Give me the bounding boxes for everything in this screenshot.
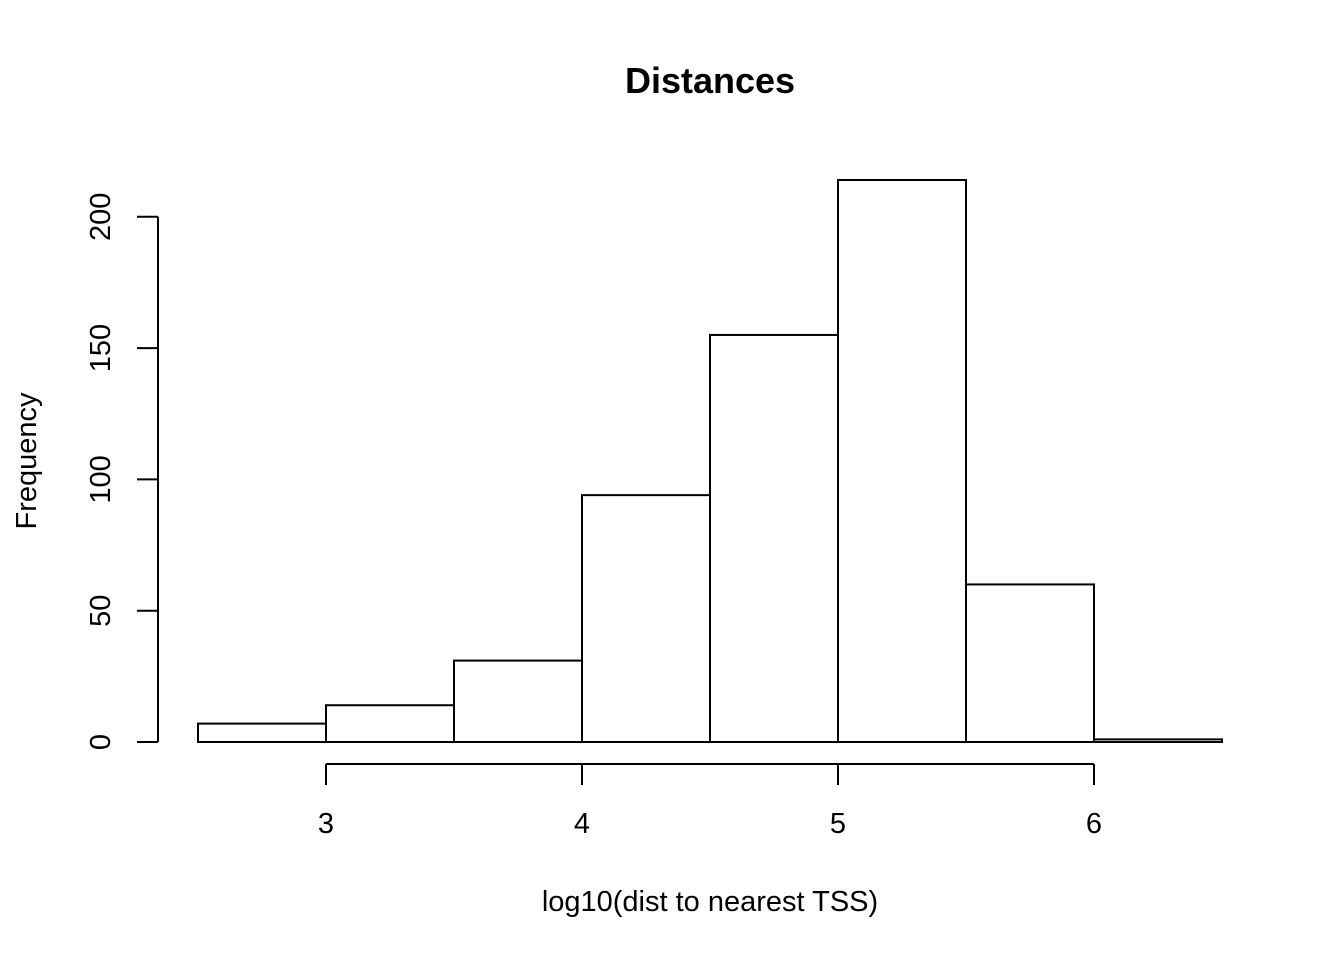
y-tick-label: 0 (85, 734, 117, 750)
x-axis: 3 4 5 6 (318, 763, 1102, 840)
chart-title: Distances (625, 60, 795, 101)
histogram-bar (837, 179, 967, 743)
histogram-bar (197, 722, 327, 743)
x-tick-label: 6 (1086, 808, 1102, 840)
x-tick-label: 3 (318, 808, 334, 840)
y-tick-label: 100 (85, 455, 117, 503)
histogram-bar (325, 704, 455, 743)
x-tick-label: 5 (830, 808, 846, 840)
y-axis: 0 50 100 150 200 (85, 193, 159, 750)
y-tick-label: 200 (85, 193, 117, 241)
bars-group (197, 179, 1223, 744)
histogram-bar (453, 659, 583, 744)
y-tick-label: 150 (85, 324, 117, 372)
histogram-bar (965, 583, 1095, 744)
x-tick-label: 4 (574, 808, 590, 840)
y-tick-label: 50 (85, 595, 117, 627)
y-axis-label: Frequency (11, 392, 43, 530)
histogram-bar (581, 494, 711, 744)
histogram-bar (709, 333, 839, 743)
x-axis-label: log10(dist to nearest TSS) (542, 886, 878, 918)
histogram-bar (1093, 738, 1223, 744)
